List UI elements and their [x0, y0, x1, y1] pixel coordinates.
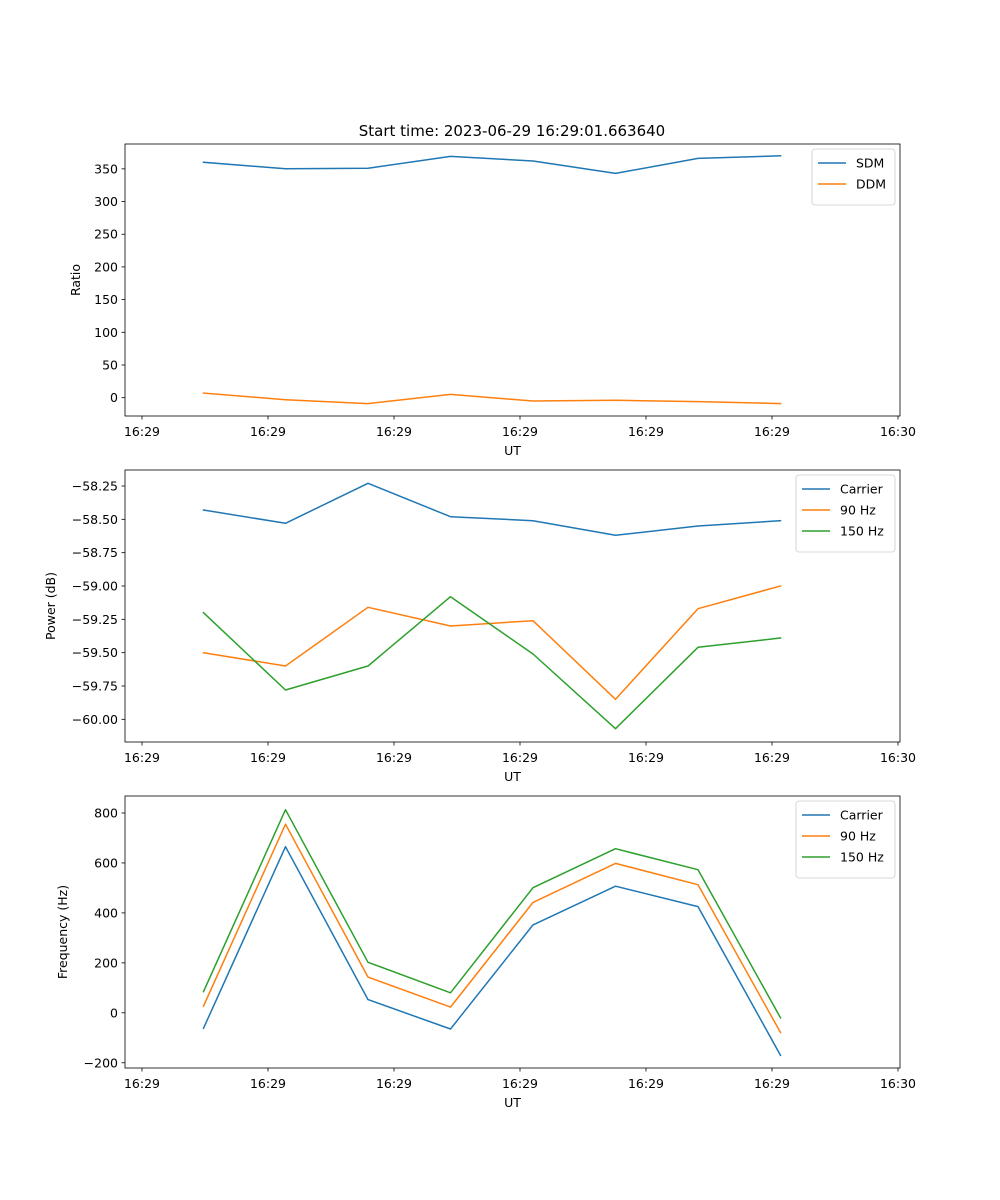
- series-line-carrier: [202, 482, 782, 537]
- x-tick-label: 16:29: [250, 424, 286, 439]
- x-tick-label: 16:29: [376, 424, 412, 439]
- y-tick-label: 0: [110, 390, 118, 405]
- x-tick-label: 16:29: [628, 424, 664, 439]
- x-axis-label: UT: [504, 443, 521, 458]
- x-tick-label: 16:29: [250, 750, 286, 765]
- axes-frame: [124, 469, 901, 743]
- x-tick-label: 16:29: [124, 750, 160, 765]
- x-tick-label: 16:29: [250, 1076, 286, 1091]
- chart-panels: 0 50 100 150 200 250 300 350 16:29 16:29 16:29 16:2…: [43, 143, 916, 1110]
- legend-label: 150 Hz: [840, 524, 884, 539]
- series-line-150-hz: [202, 808, 782, 1019]
- y-tick-label: −58.50: [72, 512, 118, 527]
- y-tick-label: 350: [94, 161, 118, 176]
- y-axis-label: Frequency (Hz): [55, 885, 70, 979]
- x-tick-label: 16:29: [502, 1076, 538, 1091]
- y-tick-label: 100: [94, 325, 118, 340]
- y-axis-label: Ratio: [68, 264, 83, 296]
- y-tick-label: −59.00: [72, 579, 118, 594]
- x-axis-label: UT: [504, 1095, 521, 1110]
- y-tick-label: −59.50: [72, 645, 118, 660]
- axes-frame: [124, 795, 901, 1069]
- legend-label: DDM: [856, 177, 886, 192]
- y-tick-label: −59.25: [72, 612, 118, 627]
- x-tick-label: 16:30: [880, 1076, 916, 1091]
- y-tick-label: −200: [84, 1055, 118, 1070]
- legend-label: Carrier: [840, 482, 884, 497]
- legend: Carrier 90 Hz 150 Hz: [795, 474, 896, 553]
- x-tick-label: 16:29: [754, 1076, 790, 1091]
- x-tick-label: 16:30: [880, 750, 916, 765]
- y-tick-label: −59.75: [72, 679, 118, 694]
- x-tick-label: 16:29: [628, 1076, 664, 1091]
- chart-panel-3: −200 0 200 400 600 800 16:29 16:29 16:29 16:29 16:…: [55, 795, 916, 1110]
- x-tick-label: 16:29: [124, 424, 160, 439]
- legend-label: Carrier: [840, 808, 884, 823]
- legend-label: 150 Hz: [840, 850, 884, 865]
- chart-title: Start time: 2023-06-29 16:29:01.663640: [359, 122, 665, 140]
- series-line-90-hz: [202, 823, 782, 1034]
- legend-label: 90 Hz: [840, 829, 876, 844]
- y-tick-label: 300: [94, 194, 118, 209]
- series-line-sdm: [202, 155, 782, 175]
- y-tick-label: 800: [94, 805, 118, 820]
- legend-box: [795, 800, 896, 879]
- y-tick-label: 250: [94, 227, 118, 242]
- series-line-ddm: [202, 392, 782, 405]
- series-line-carrier: [202, 845, 782, 1057]
- y-tick-label: −60.00: [72, 712, 118, 727]
- x-tick-label: 16:29: [502, 750, 538, 765]
- x-tick-label: 16:29: [376, 1076, 412, 1091]
- x-tick-label: 16:29: [754, 424, 790, 439]
- y-tick-label: −58.25: [72, 479, 118, 494]
- x-tick-label: 16:29: [628, 750, 664, 765]
- legend-box: [795, 474, 896, 553]
- legend-label: 90 Hz: [840, 503, 876, 518]
- x-tick-label: 16:29: [754, 750, 790, 765]
- y-tick-label: 50: [102, 358, 118, 373]
- y-tick-label: 600: [94, 855, 118, 870]
- y-tick-label: 400: [94, 905, 118, 920]
- x-tick-label: 16:30: [880, 424, 916, 439]
- y-axis-label: Power (dB): [43, 572, 58, 640]
- chart-panel-1: 0 50 100 150 200 250 300 350 16:29 16:29 16:29 16:2…: [68, 143, 916, 458]
- y-tick-label: 0: [110, 1005, 118, 1020]
- axes-frame: [124, 143, 901, 417]
- y-tick-label: −58.75: [72, 545, 118, 560]
- x-tick-label: 16:29: [502, 424, 538, 439]
- legend-label: SDM: [856, 156, 884, 171]
- chart-panel-2: −60.00 −59.75 −59.50 −59.25 −59.00 −58.75 −58.…: [43, 469, 916, 784]
- y-tick-label: 200: [94, 259, 118, 274]
- y-tick-label: 150: [94, 292, 118, 307]
- y-tick-label: 200: [94, 955, 118, 970]
- series-line-150-hz: [202, 595, 782, 730]
- legend: Carrier 90 Hz 150 Hz: [795, 800, 896, 879]
- x-tick-label: 16:29: [376, 750, 412, 765]
- series-line-90-hz: [202, 585, 782, 701]
- legend: SDM DDM: [811, 148, 896, 206]
- x-tick-label: 16:29: [124, 1076, 160, 1091]
- x-axis-label: UT: [504, 769, 521, 784]
